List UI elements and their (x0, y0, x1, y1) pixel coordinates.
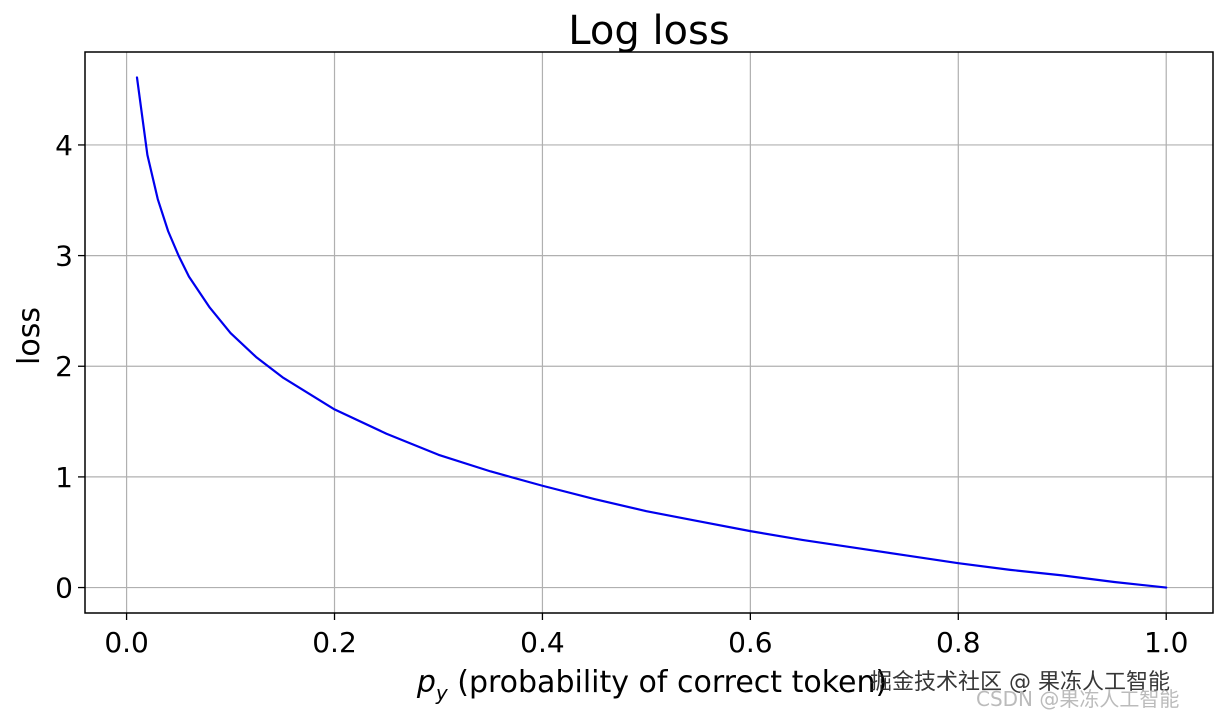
y-axis-label: loss (12, 307, 47, 365)
series-line-0 (135, 76, 1168, 589)
x-tick-label-0: 0.0 (104, 626, 149, 659)
y-tick-label-3: 3 (55, 240, 73, 273)
x-tick-label-1: 0.2 (312, 626, 357, 659)
x-axis-label-text: (probability of correct token) (448, 665, 887, 700)
grid-layer (85, 52, 1213, 613)
watermark-secondary: CSDN @果冻人工智能 (976, 687, 1179, 711)
x-tick-label-4: 0.8 (936, 626, 981, 659)
plot-frame (84, 51, 1214, 614)
x-tick-label-3: 0.6 (728, 626, 773, 659)
x-axis-label: py (probability of correct token) (416, 665, 887, 705)
chart-title: Log loss (568, 8, 729, 54)
x-axis-label-symbol: p (416, 665, 436, 700)
x-axis-label-subscript: y (435, 681, 449, 705)
x-tick-label-2: 0.4 (520, 626, 565, 659)
y-tick-label-1: 1 (55, 461, 73, 494)
x-tick-label-5: 1.0 (1144, 626, 1189, 659)
plot-layer (135, 76, 1168, 589)
y-tick-label-2: 2 (55, 350, 73, 383)
tick-layer: 0.0 0.2 0.4 0.6 0.8 1.0 0 1 2 3 4 (55, 129, 1188, 659)
y-tick-label-4: 4 (55, 129, 73, 162)
y-tick-label-0: 0 (55, 572, 73, 605)
watermark-primary: 掘金技术社区 @ 果冻人工智能 (870, 670, 1170, 695)
